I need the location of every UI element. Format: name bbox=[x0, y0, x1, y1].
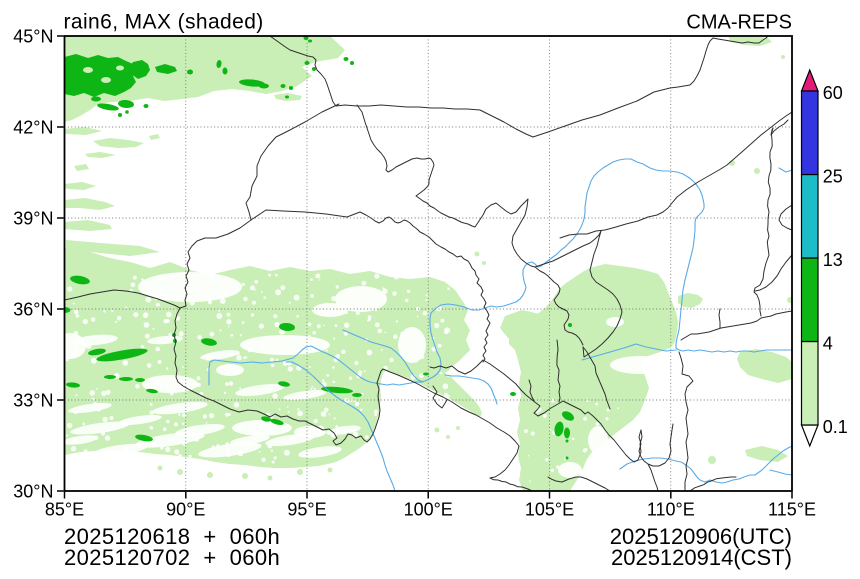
svg-text:4: 4 bbox=[823, 334, 833, 354]
svg-text:CMA-REPS: CMA-REPS bbox=[686, 12, 792, 34]
svg-text:2025120702 + 060h: 2025120702 + 060h bbox=[64, 545, 280, 570]
svg-text:30°N: 30°N bbox=[13, 481, 53, 501]
svg-text:95°E: 95°E bbox=[287, 500, 326, 520]
svg-text:2025120618 + 060h: 2025120618 + 060h bbox=[64, 524, 280, 549]
svg-text:115°E: 115°E bbox=[768, 500, 816, 520]
svg-text:85°E: 85°E bbox=[45, 500, 84, 520]
svg-text:42°N: 42°N bbox=[13, 117, 53, 137]
svg-text:110°E: 110°E bbox=[647, 500, 695, 520]
svg-text:33°N: 33°N bbox=[13, 390, 53, 410]
svg-text:100°E: 100°E bbox=[404, 500, 453, 520]
svg-text:0.1: 0.1 bbox=[823, 417, 848, 437]
svg-text:2025120906(UTC): 2025120906(UTC) bbox=[610, 524, 792, 549]
svg-text:2025120914(CST): 2025120914(CST) bbox=[611, 545, 792, 570]
svg-text:105°E: 105°E bbox=[525, 500, 574, 520]
svg-text:13: 13 bbox=[823, 250, 843, 270]
svg-text:60: 60 bbox=[823, 83, 843, 103]
svg-text:rain6, MAX (shaded): rain6, MAX (shaded) bbox=[64, 11, 264, 34]
svg-text:90°E: 90°E bbox=[166, 500, 205, 520]
svg-text:45°N: 45°N bbox=[13, 26, 53, 46]
svg-text:39°N: 39°N bbox=[13, 208, 53, 228]
svg-text:36°N: 36°N bbox=[13, 299, 53, 319]
svg-text:25: 25 bbox=[823, 167, 843, 187]
